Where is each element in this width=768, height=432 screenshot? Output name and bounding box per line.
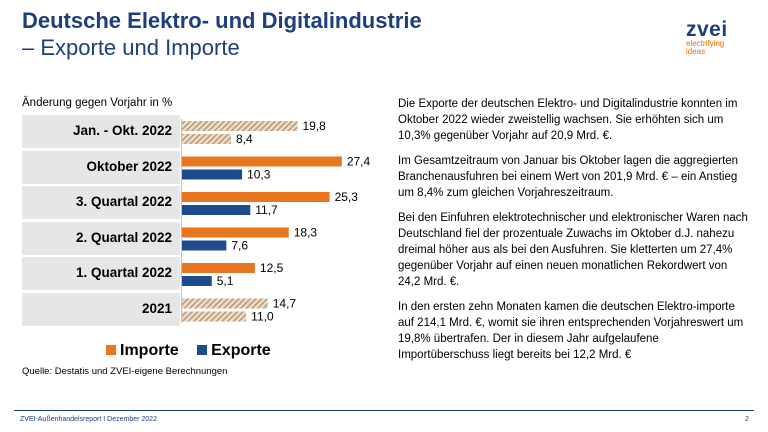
bar-exporte bbox=[182, 240, 227, 251]
category-bg-3-quartal-2022 bbox=[22, 186, 180, 219]
footer-divider bbox=[14, 410, 754, 411]
legend-label-importe: Importe bbox=[120, 342, 179, 359]
category-bg-oktober-2022 bbox=[22, 150, 180, 184]
bar-importe-value-label: 14,7 bbox=[273, 297, 297, 311]
logo-word: zvei bbox=[686, 18, 728, 41]
bar-importe-value-label: 25,3 bbox=[335, 190, 359, 204]
paragraph-imports-october: Bei den Einfuhren elektrotechnischer und… bbox=[398, 212, 748, 288]
bar-exporte-value-label: 8,4 bbox=[236, 132, 253, 146]
category-label: Jan. - Okt. 2022 bbox=[72, 123, 172, 138]
category-label: 3. Quartal 2022 bbox=[75, 194, 172, 209]
zvei-logo: zvei electrifying ideas bbox=[686, 18, 728, 56]
bar-importe bbox=[182, 192, 330, 202]
category-bg-2021 bbox=[22, 292, 180, 326]
bar-exporte-value-label: 11,7 bbox=[255, 203, 278, 217]
bar-importe bbox=[182, 156, 342, 167]
category-label: 2. Quartal 2022 bbox=[75, 229, 172, 245]
footer-text: ZVEI-Außenhandelsreport I Dezember 2022 bbox=[20, 416, 157, 423]
legend-label-exporte: Exporte bbox=[211, 342, 271, 359]
category-label: Oktober 2022 bbox=[86, 158, 172, 174]
category-bg-jan-okt-2022 bbox=[22, 115, 180, 148]
legend-item-importe: Importe bbox=[106, 342, 179, 360]
category-label: 1. Quartal 2022 bbox=[75, 265, 172, 280]
legend-swatch-exporte bbox=[197, 345, 208, 355]
paragraph-imports-total: In den ersten zehn Monaten kamen die deu… bbox=[398, 301, 744, 361]
bar-exporte bbox=[182, 134, 231, 144]
category-bg-2-quartal-2022 bbox=[22, 221, 180, 255]
bar-exporte-value-label: 5,1 bbox=[217, 274, 234, 288]
bar-importe-value-label: 27,4 bbox=[347, 155, 371, 169]
bar-importe bbox=[182, 227, 289, 238]
category-bg-1-quartal-2022 bbox=[22, 257, 180, 290]
bar-exporte bbox=[182, 169, 243, 180]
chart-title: Änderung gegen Vorjahr in % bbox=[22, 97, 173, 109]
bar-exporte-value-label: 10,3 bbox=[247, 168, 271, 182]
bar-exporte bbox=[182, 276, 212, 286]
logo-tagline-2: ideas bbox=[686, 47, 706, 56]
page-subtitle: – Exporte und Importe bbox=[22, 35, 240, 60]
source-note: Quelle: Destatis und ZVEI-eigene Berechn… bbox=[22, 366, 228, 377]
text-block: Die Exporte der deutschen Elektro- und D… bbox=[398, 96, 750, 372]
logo-tagline-1: electrifying bbox=[686, 39, 725, 48]
legend-item-exporte: Exporte bbox=[197, 342, 271, 360]
bar-exporte bbox=[182, 205, 251, 215]
bar-importe-value-label: 19,8 bbox=[303, 119, 327, 133]
bar-importe bbox=[182, 121, 298, 131]
page-number: 2 bbox=[745, 416, 749, 423]
bar-exporte bbox=[182, 311, 247, 322]
bar-importe-value-label: 12,5 bbox=[260, 261, 284, 275]
paragraph-exports-total: Im Gesamtzeitraum von Januar bis Oktober… bbox=[398, 155, 739, 199]
page-title: Deutsche Elektro- und Digitalindustrie bbox=[22, 8, 422, 33]
chart-legend: Importe Exporte bbox=[106, 342, 285, 360]
bar-chart: 19,8 8,4 27,4 10,3 25,3 11,7 18,3 7,6 12,5 5,1 14,… bbox=[22, 113, 371, 326]
paragraph-exports-october: Die Exporte der deutschen Elektro- und D… bbox=[398, 98, 738, 142]
bar-importe bbox=[182, 263, 255, 273]
bar-importe bbox=[182, 298, 268, 309]
legend-swatch-importe bbox=[106, 345, 116, 355]
bars-svg: 19,8 8,4 27,4 10,3 25,3 11,7 18,3 7,6 12,5 5,1 14,… bbox=[182, 119, 371, 324]
chart-axis-line bbox=[181, 119, 182, 323]
bar-exporte-value-label: 7,6 bbox=[231, 239, 248, 253]
bar-importe-value-label: 18,3 bbox=[294, 226, 318, 240]
category-label: 2021 bbox=[141, 300, 172, 316]
bar-exporte-value-label: 11,0 bbox=[251, 310, 274, 324]
